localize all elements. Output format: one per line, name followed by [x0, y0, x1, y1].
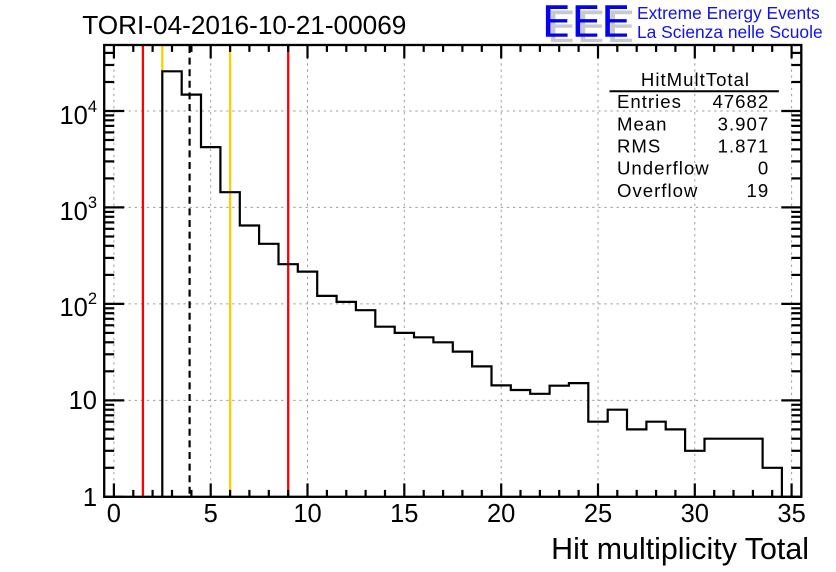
svg-text:1: 1 — [83, 484, 97, 512]
svg-text:47682: 47682 — [712, 91, 769, 112]
svg-text:25: 25 — [584, 500, 612, 528]
svg-text:35: 35 — [777, 500, 805, 528]
svg-text:20: 20 — [487, 500, 515, 528]
svg-text:103: 103 — [59, 194, 97, 226]
svg-text:HitMultTotal: HitMultTotal — [641, 69, 750, 90]
svg-text:0: 0 — [107, 500, 121, 528]
svg-text:1.871: 1.871 — [718, 136, 770, 157]
svg-text:Mean: Mean — [617, 113, 668, 134]
svg-text:10: 10 — [69, 387, 97, 415]
svg-text:Entries: Entries — [617, 91, 682, 112]
svg-text:La Scienza nelle Scuole: La Scienza nelle Scuole — [637, 22, 823, 42]
svg-text:Overflow: Overflow — [617, 180, 698, 201]
svg-text:RMS: RMS — [617, 136, 661, 157]
svg-text:10: 10 — [293, 500, 321, 528]
svg-text:0: 0 — [758, 158, 769, 179]
svg-text:5: 5 — [204, 500, 218, 528]
svg-text:30: 30 — [681, 500, 709, 528]
svg-text:Underflow: Underflow — [617, 158, 710, 179]
svg-text:19: 19 — [747, 180, 770, 201]
svg-text:15: 15 — [390, 500, 418, 528]
svg-text:Extreme Energy Events: Extreme Energy Events — [637, 3, 820, 23]
svg-text:3.907: 3.907 — [718, 113, 770, 134]
svg-text:TORI-04-2016-10-21-00069: TORI-04-2016-10-21-00069 — [82, 10, 406, 40]
svg-text:Hit multiplicity Total: Hit multiplicity Total — [551, 532, 809, 566]
